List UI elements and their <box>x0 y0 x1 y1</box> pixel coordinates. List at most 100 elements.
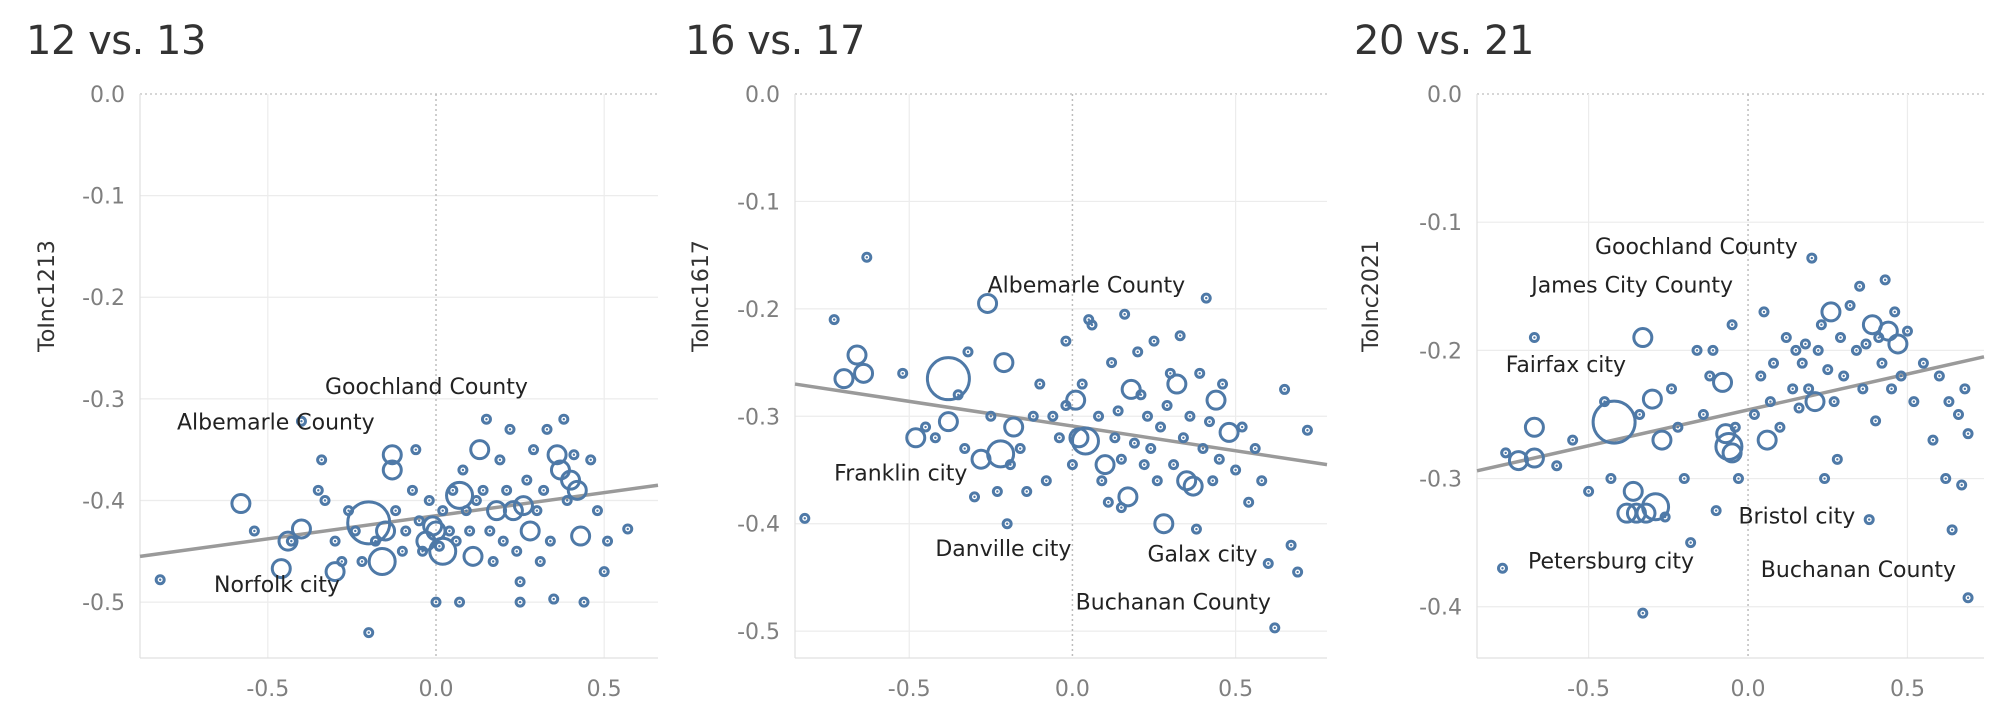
data-point <box>1205 389 1227 411</box>
data-point <box>1135 389 1147 401</box>
data-point-center <box>340 560 344 563</box>
trend-line <box>794 382 1328 467</box>
data-point <box>1768 357 1780 369</box>
data-point-center <box>451 489 455 492</box>
data-point <box>846 344 868 366</box>
data-point-center <box>333 539 337 543</box>
data-point-center <box>502 539 505 543</box>
data-point-center <box>966 350 970 354</box>
data-point-center <box>401 550 404 553</box>
data-point <box>1176 470 1198 492</box>
data-point-center <box>1107 501 1110 504</box>
data-point <box>1112 405 1124 417</box>
data-point-center <box>606 539 609 543</box>
data-point <box>1117 486 1139 508</box>
data-point-center <box>1963 387 1967 391</box>
data-point <box>1799 338 1811 350</box>
data-point-center <box>1120 506 1123 509</box>
x-tick-label: -0.5 <box>1567 677 1610 702</box>
data-point <box>1812 344 1824 356</box>
data-point <box>1940 473 1952 485</box>
data-point-center <box>1785 336 1788 339</box>
data-point <box>1729 421 1741 433</box>
data-point-center <box>1848 304 1852 307</box>
data-point <box>1889 306 1901 318</box>
y-tick-label: -0.4 <box>737 513 780 538</box>
data-point <box>1917 357 1929 369</box>
data-point <box>410 444 422 456</box>
chart-title-2: 16 vs. 17 <box>685 18 865 64</box>
data-point-center <box>428 499 431 502</box>
data-point <box>1583 485 1595 497</box>
data-point-center <box>1296 570 1299 574</box>
data-point <box>1115 502 1127 514</box>
data-point-center <box>1893 310 1896 314</box>
y-tick-label: 0.0 <box>1427 83 1462 108</box>
data-point <box>1886 383 1898 395</box>
data-point-center <box>934 436 937 439</box>
data-point <box>1086 319 1098 331</box>
data-point <box>319 494 331 506</box>
data-point-center <box>1880 361 1884 365</box>
data-point <box>1034 378 1046 390</box>
data-point <box>1632 327 1654 349</box>
data-point <box>1678 473 1690 485</box>
data-point <box>1053 432 1065 444</box>
data-point <box>1876 357 1888 369</box>
data-point <box>369 535 381 547</box>
data-point-center <box>1836 458 1839 461</box>
data-point <box>1790 344 1802 356</box>
data-point-center <box>542 489 545 492</box>
data-point <box>1066 459 1078 471</box>
data-point <box>1887 333 1909 355</box>
data-point-center <box>562 417 566 421</box>
data-point-center <box>1906 329 1909 333</box>
data-point <box>799 512 811 524</box>
data-point-center <box>491 560 495 563</box>
data-point-center <box>1110 361 1113 364</box>
data-point-center <box>1832 400 1836 403</box>
data-point-center <box>1683 477 1686 480</box>
data-point <box>1804 391 1826 413</box>
data-point-center <box>1820 323 1823 326</box>
data-point-center <box>317 489 320 492</box>
data-point <box>959 443 971 455</box>
data-point <box>1102 496 1114 508</box>
data-point-center <box>323 499 327 502</box>
data-point <box>1213 453 1225 465</box>
data-point <box>450 535 462 547</box>
data-point-center <box>1139 393 1143 396</box>
data-point-center <box>1708 374 1711 378</box>
data-point <box>1844 300 1856 311</box>
data-point <box>1528 332 1540 344</box>
data-point-center <box>956 393 960 396</box>
y-tick-label: -0.4 <box>82 489 125 514</box>
data-point-center <box>515 550 518 553</box>
data-point <box>290 518 312 540</box>
data-point <box>270 558 292 580</box>
data-point <box>349 525 361 537</box>
y-tick-label: -0.5 <box>737 620 780 645</box>
data-point <box>561 494 573 506</box>
data-point-center <box>394 509 397 512</box>
data-point-center <box>1289 544 1293 547</box>
data-point-center <box>481 489 485 492</box>
data-point-center <box>1839 336 1842 339</box>
data-point-center <box>1864 342 1868 346</box>
data-point-center <box>1159 425 1162 429</box>
data-point <box>1838 370 1850 382</box>
chart-title-3: 20 vs. 21 <box>1354 18 1534 64</box>
data-point <box>546 444 568 466</box>
data-point <box>1132 346 1144 358</box>
data-point <box>1230 464 1242 476</box>
data-point-center <box>1019 447 1022 450</box>
point-annotation: Franklin city <box>834 462 967 487</box>
data-point-center <box>1005 522 1009 525</box>
data-point-center <box>438 545 441 548</box>
data-point-center <box>1778 426 1782 429</box>
data-point-center <box>1188 415 1192 418</box>
data-point <box>1128 437 1140 449</box>
data-point <box>905 427 927 449</box>
data-point <box>470 494 482 506</box>
data-point <box>406 484 418 496</box>
